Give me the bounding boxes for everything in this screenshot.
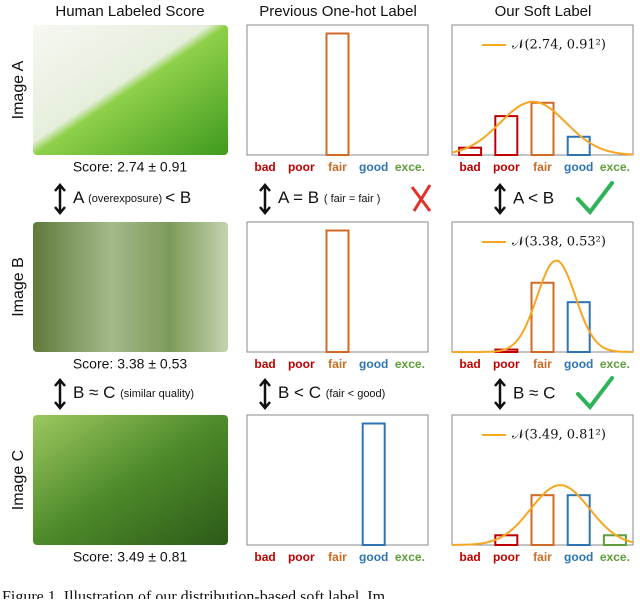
x-tick-label: exce. [600,357,630,371]
comparison-part: A = B [278,188,324,207]
image-a [33,25,228,155]
x-tick-label: fair [328,160,347,174]
comparison-part: B ≈ C [73,383,120,402]
comparison-soft: B ≈ C [513,383,555,402]
x-tick-label: good [564,160,593,174]
x-tick-label: bad [254,550,275,564]
x-tick-label: fair [533,357,552,371]
score: Score: 2.74 ± 0.91 [73,159,188,175]
bar [566,301,591,354]
x-tick-label: fair [328,357,347,371]
x-tick-label: bad [254,160,275,174]
comparison-part: B < C [278,383,326,402]
x-tick-label: good [359,357,388,371]
comparison-onehot: A = B ( fair = fair ) [278,188,380,207]
charts: bad poor fair good exce. bad poor fair good exce.… [246,24,634,564]
score: Score: 3.49 ± 0.81 [73,549,188,565]
x-tick-label: bad [459,357,480,371]
bar [325,32,350,157]
image-b [33,222,228,352]
double-arrow [494,183,506,215]
x-tick-label: fair [328,550,347,564]
comparison-human: A (overexposure) < B [73,188,191,207]
plot-frame [246,414,429,546]
double-arrow [259,183,271,215]
comparison-part: < B [165,188,191,207]
double-arrow [54,378,66,410]
x-tick-label: exce. [600,550,630,564]
double-arrow [259,378,271,410]
comparison-part: (similar quality) [120,388,194,400]
x-tick-label: exce. [395,160,425,174]
legend-label: 𝒩(3.38, 0.53²) [512,235,606,250]
column-header: Previous One-hot Label [259,3,417,20]
image-c [33,415,228,545]
check-mark [576,181,614,216]
x-tick-label: exce. [600,160,630,174]
legend-label: 𝒩(2.74, 0.91²) [512,38,606,53]
score: Score: 3.38 ± 0.53 [73,356,188,372]
x-tick-label: bad [459,550,480,564]
comparison-human: B ≈ C (similar quality) [73,383,194,402]
column-header: Human Labeled Score [55,3,204,20]
x-tick-label: good [564,550,593,564]
bar [361,422,386,546]
legend-label: 𝒩(3.49, 0.81²) [512,428,606,443]
x-tick-label: good [564,357,593,371]
comparison-part: A [73,188,88,207]
plot-frame [246,24,429,156]
x-tick-label: good [359,550,388,564]
plot-frame [246,221,429,353]
comparison-part: (fair < good) [326,388,386,400]
x-tick-label: poor [493,160,520,174]
gaussian-curve [452,259,633,353]
gaussian-curve [452,484,634,546]
x-tick-label: bad [459,160,480,174]
x-tick-label: poor [288,357,315,371]
comparison-soft: A < B [513,188,554,207]
x-tick-label: poor [288,550,315,564]
bar [566,135,591,156]
double-arrow [54,183,66,215]
column-header: Our Soft Label [495,3,592,20]
plot-frame [451,221,634,353]
x-tick-label: exce. [395,357,425,371]
x-tick-label: poor [288,160,315,174]
row-label: Image B [10,257,27,317]
cross-mark [410,184,432,212]
check-mark [576,376,614,411]
comparison-onehot: B < C (fair < good) [278,383,385,402]
x-tick-label: bad [254,357,275,371]
row-label: Image A [10,60,27,119]
bar [325,229,350,353]
x-tick-label: poor [493,357,520,371]
caption: Figure 1. Illustration of our distributi… [2,589,386,599]
double-arrow [494,378,506,410]
x-tick-label: fair [533,160,552,174]
comparison-part: (overexposure) [88,193,165,205]
gaussian-curve [451,100,634,156]
x-tick-label: fair [533,550,552,564]
x-tick-label: exce. [395,550,425,564]
plot-frame [451,24,634,156]
bar [530,101,555,157]
x-tick-label: poor [493,550,520,564]
comparison-part: ( fair = fair ) [324,193,381,205]
row-label: Image C [10,450,27,510]
x-tick-label: good [359,160,388,174]
